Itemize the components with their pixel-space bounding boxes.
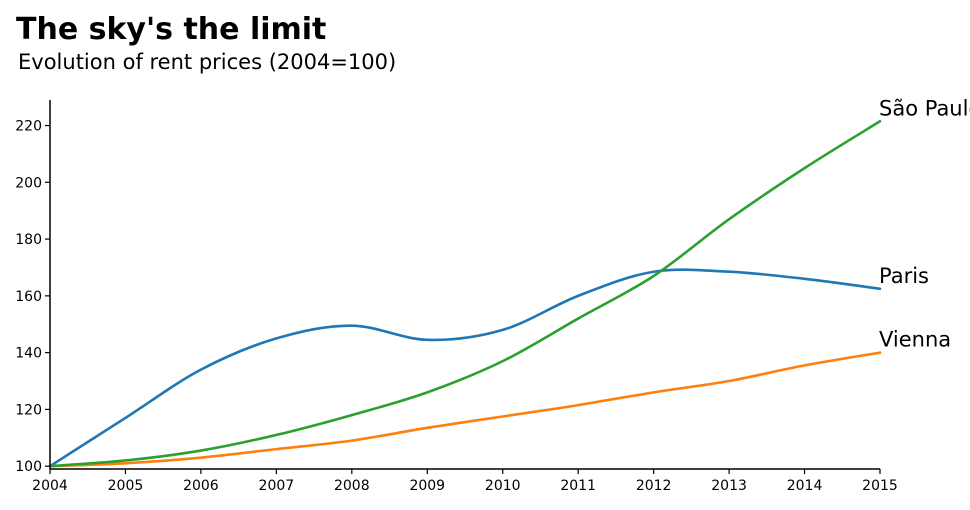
y-tick-label: 160 [15, 289, 42, 305]
series-line-sao-paulo [48, 119, 882, 468]
series-layer [48, 119, 882, 468]
y-tick-label: 180 [15, 232, 42, 248]
x-tick-label: 2015 [862, 478, 898, 494]
x-tick-label: 2004 [32, 478, 68, 494]
x-tick-label: 2007 [259, 478, 295, 494]
series-label-paris: Paris [879, 264, 929, 288]
series-label-sao-paulo: São Paulo [879, 96, 970, 120]
y-tick-label: 200 [15, 175, 42, 191]
axes-layer: 100 120 140 160 180 200 220 2004 2005 2006 2007 200… [15, 100, 898, 494]
y-tick-label: 140 [15, 346, 42, 362]
x-tick-label: 2013 [711, 478, 747, 494]
x-tick-label: 2014 [787, 478, 823, 494]
x-tick-label: 2009 [409, 478, 445, 494]
y-tick-label: 100 [15, 459, 42, 475]
x-tick-label: 2012 [636, 478, 672, 494]
x-tick-label: 2010 [485, 478, 521, 494]
chart-subtitle: Evolution of rent prices (2004=100) [18, 50, 397, 74]
x-tick-label: 2008 [334, 478, 370, 494]
series-labels: Paris Vienna São Paulo [879, 96, 970, 351]
series-line-vienna [48, 351, 882, 468]
chart-title: The sky's the limit [16, 12, 327, 47]
x-tick-label: 2006 [183, 478, 219, 494]
y-tick-label: 120 [15, 402, 42, 418]
y-tick-label: 220 [15, 119, 42, 135]
x-tick-label: 2011 [560, 478, 596, 494]
series-label-vienna: Vienna [879, 328, 951, 352]
series-line-paris [48, 268, 882, 468]
x-tick-label: 2005 [108, 478, 144, 494]
